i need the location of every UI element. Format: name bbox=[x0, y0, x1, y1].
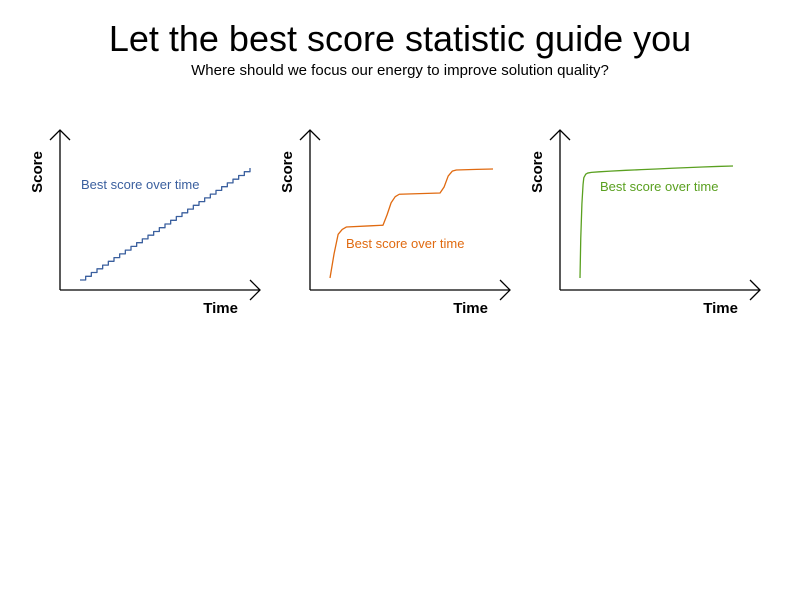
y-axis-arrow-icon bbox=[49, 129, 71, 141]
series-line-1 bbox=[579, 165, 734, 279]
series-line-1 bbox=[80, 168, 251, 281]
page-title: Let the best score statistic guide you bbox=[108, 18, 692, 59]
chart-panel-3: Time Score Best score over time bbox=[529, 129, 761, 317]
chart-panel-1: Time Score Best score over time bbox=[29, 129, 261, 317]
y-axis-arrow-icon bbox=[299, 129, 321, 141]
x-axis-label: Time bbox=[203, 300, 238, 317]
y-axis-label: Score bbox=[529, 151, 546, 193]
chart-panel-2: Time Score Best score over time bbox=[279, 129, 511, 317]
x-axis-arrow-icon bbox=[749, 279, 761, 301]
x-axis-arrow-icon bbox=[499, 279, 511, 301]
x-axis-label: Time bbox=[703, 300, 738, 317]
x-axis-label: Time bbox=[453, 300, 488, 317]
series-label: Best score over time bbox=[346, 236, 465, 251]
y-axis-arrow-icon bbox=[549, 129, 571, 141]
y-axis-label: Score bbox=[279, 151, 296, 193]
page-subtitle: Where should we focus our energy to impr… bbox=[191, 62, 609, 79]
series-label: Best score over time bbox=[81, 177, 200, 192]
y-axis-label: Score bbox=[29, 151, 46, 193]
x-axis-arrow-icon bbox=[249, 279, 261, 301]
series-label: Best score over time bbox=[600, 179, 719, 194]
series-line-1 bbox=[329, 168, 494, 279]
